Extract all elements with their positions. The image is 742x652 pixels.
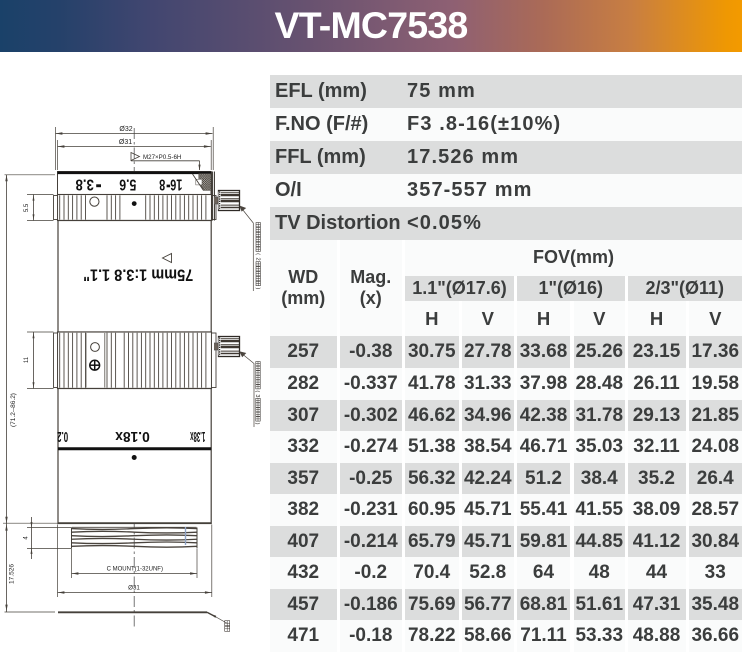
svg-text:1.38x: 1.38x [190,428,206,444]
svg-text:2: 2 [254,257,260,260]
svg-text:): ) [254,287,260,289]
svg-text:C MOUNT(1-32UNF): C MOUNT(1-32UNF) [107,566,163,572]
svg-text:17.526: 17.526 [9,564,16,584]
svg-text:16: 16 [170,176,182,193]
svg-text:3.8: 3.8 [76,175,94,192]
svg-text:8: 8 [159,176,165,193]
svg-text:0.2: 0.2 [57,428,68,444]
svg-text:75mm 1:3.8 1.1": 75mm 1:3.8 1.1" [83,265,193,283]
svg-text:4: 4 [24,536,30,540]
svg-text:11: 11 [24,356,30,363]
svg-text:0.18x: 0.18x [115,429,150,445]
svg-text:M27×P0.5-6H: M27×P0.5-6H [143,154,181,161]
svg-text:Ø31: Ø31 [119,139,132,146]
svg-text:Ø31: Ø31 [128,585,140,592]
svg-text:5.6: 5.6 [119,176,136,194]
svg-text:Ø32: Ø32 [119,126,132,133]
svg-text:(: ( [254,390,260,392]
svg-text:5.5: 5.5 [24,203,30,212]
svg-text:(: ( [254,253,260,255]
svg-text:): ) [254,423,260,425]
svg-text:3: 3 [254,394,260,397]
svg-text:(71.2--86.2): (71.2--86.2) [10,393,17,427]
